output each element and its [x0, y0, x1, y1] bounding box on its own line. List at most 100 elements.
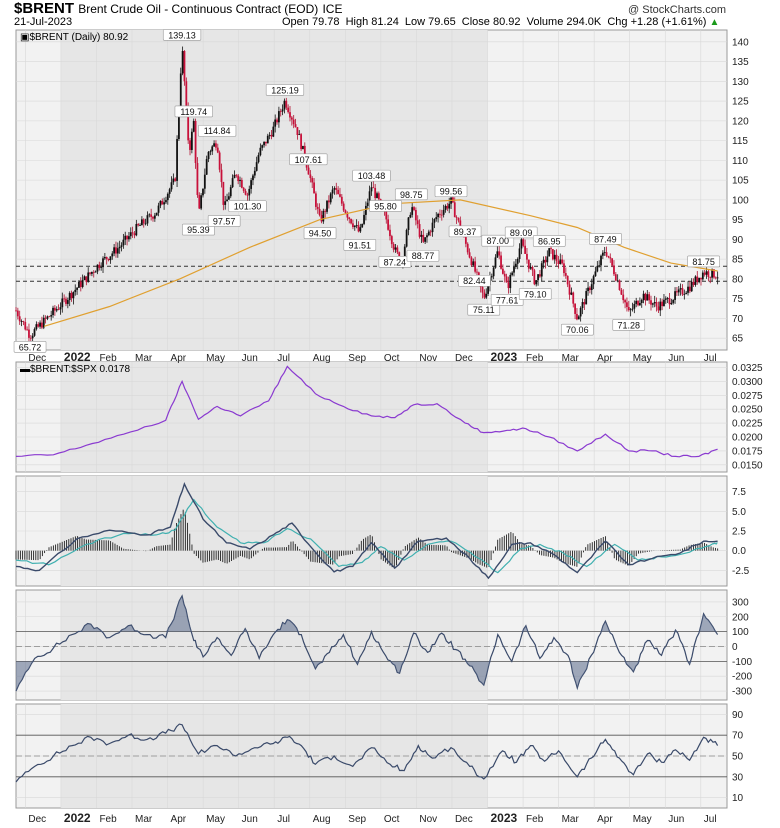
price-candle-body [122, 239, 125, 246]
price-candle-body [418, 224, 421, 237]
price-candle-body [252, 175, 254, 181]
price-candle-body [185, 81, 188, 106]
price-annotation-box [467, 303, 501, 316]
price-candle-body [320, 215, 323, 222]
macd-y-tick-label: -2.5 [732, 566, 750, 577]
price-candle-body [329, 193, 332, 203]
price-candle-body [557, 261, 560, 265]
price-candle-body [196, 162, 199, 196]
price-annotation-label: 107.61 [295, 155, 323, 165]
price-candle-body [550, 248, 552, 250]
price-candle-body [290, 117, 293, 120]
price-candle-body [600, 255, 602, 266]
price-candle-body [15, 310, 17, 312]
price-candle-body [413, 207, 415, 211]
x-tick-label: Apr [171, 814, 187, 825]
price-candle-body [664, 298, 667, 300]
price-candle-body [146, 215, 149, 224]
price-candle-body [211, 146, 214, 152]
price-candle-body [570, 292, 573, 295]
x-tick-label: Feb [526, 814, 544, 825]
price-candle-body [183, 51, 186, 82]
price-candle-body [574, 303, 576, 314]
ratio-y-tick-label: 0.0225 [732, 419, 763, 430]
price-candle-body [529, 266, 532, 269]
ratio-y-tick-label: 0.0175 [732, 446, 763, 457]
price-candle-body [231, 178, 234, 188]
price-candle-body [576, 313, 578, 320]
price-candle-body [709, 276, 712, 278]
price-candle-body [524, 245, 527, 254]
price-candle-body [135, 224, 138, 236]
price-candle-body [250, 180, 253, 189]
price-candle-body [411, 207, 414, 215]
price-candle-body [68, 292, 71, 301]
price-annotation-label: 103.48 [358, 171, 386, 181]
price-candle-body [352, 223, 354, 228]
ratio-y-tick-label: 0.0325 [732, 363, 763, 374]
price-candle-body [240, 179, 243, 188]
price-candle-body [457, 217, 460, 221]
price-candle-body [677, 289, 680, 293]
price-candle-body [581, 302, 584, 309]
price-annotation-box [303, 227, 337, 239]
price-panel: 65 70 75 80 85 90 95 100 105 110 115 120 125 130 135 14… [13, 28, 749, 353]
price-candle-body [485, 293, 488, 298]
price-candle-body [442, 209, 445, 215]
x-tick-label: Jun [242, 353, 258, 364]
price-candle-body [696, 276, 699, 283]
rsi-y-tick-label: 30 [732, 772, 744, 783]
price-candle-body [133, 233, 136, 236]
price-candle-body [342, 203, 345, 211]
price-candle-body [427, 231, 430, 236]
price-candle-body [29, 337, 32, 339]
price-y-tick-label: 70 [732, 314, 744, 325]
price-candle-body [611, 258, 614, 266]
price-annotation-box [458, 274, 491, 287]
header-date: 21-Jul-2023 [14, 16, 73, 28]
price-candle-body [118, 246, 121, 249]
x-tick-label: 2023 [491, 811, 518, 825]
price-candle-body [385, 210, 388, 220]
price-candle-body [350, 218, 352, 224]
price-candle-body [539, 274, 541, 277]
price-candle-body [492, 267, 495, 277]
x-tick-label: Nov [419, 814, 437, 825]
price-legend: ▣$BRENT (Daily) 80.92 [20, 32, 129, 43]
price-candle-body [344, 210, 347, 214]
price-candle-body [705, 271, 708, 275]
cci-y-tick-label: 100 [732, 627, 749, 638]
price-candle-body [653, 302, 656, 304]
price-annotation-box [589, 232, 622, 245]
up-arrow-icon: ▲ [709, 17, 720, 28]
price-candle-body [372, 187, 375, 189]
x-tick-label: Jul [277, 814, 290, 825]
price-candle-body [192, 120, 195, 132]
price-candle-body [405, 229, 408, 247]
price-candle-body [592, 276, 595, 285]
price-candle-body [61, 298, 64, 308]
price-candle-body [370, 187, 373, 192]
price-candle-body [340, 196, 343, 204]
price-candle-body [24, 322, 27, 330]
price-candle-body [416, 220, 419, 225]
price-candle-body [618, 280, 621, 290]
price-candle-body [633, 303, 636, 309]
price-candle-body [318, 208, 321, 216]
price-candle-body [229, 187, 232, 197]
ratio-legend: ▬$BRENT:$SPX 0.0178 [20, 364, 130, 375]
price-candle-body [242, 187, 245, 191]
price-candle-body [292, 119, 295, 125]
price-candle-body [470, 257, 473, 266]
price-candle-body [202, 188, 204, 196]
price-candle-body [638, 302, 641, 306]
price-candle-body [440, 214, 443, 216]
price-candle-body [644, 293, 647, 301]
x-tick-label: May [206, 353, 225, 364]
price-candle-body [494, 257, 497, 268]
price-candle-body [553, 254, 556, 260]
price-candle-body [566, 275, 569, 285]
price-candle-body [155, 212, 158, 216]
price-candle-body [41, 322, 43, 328]
